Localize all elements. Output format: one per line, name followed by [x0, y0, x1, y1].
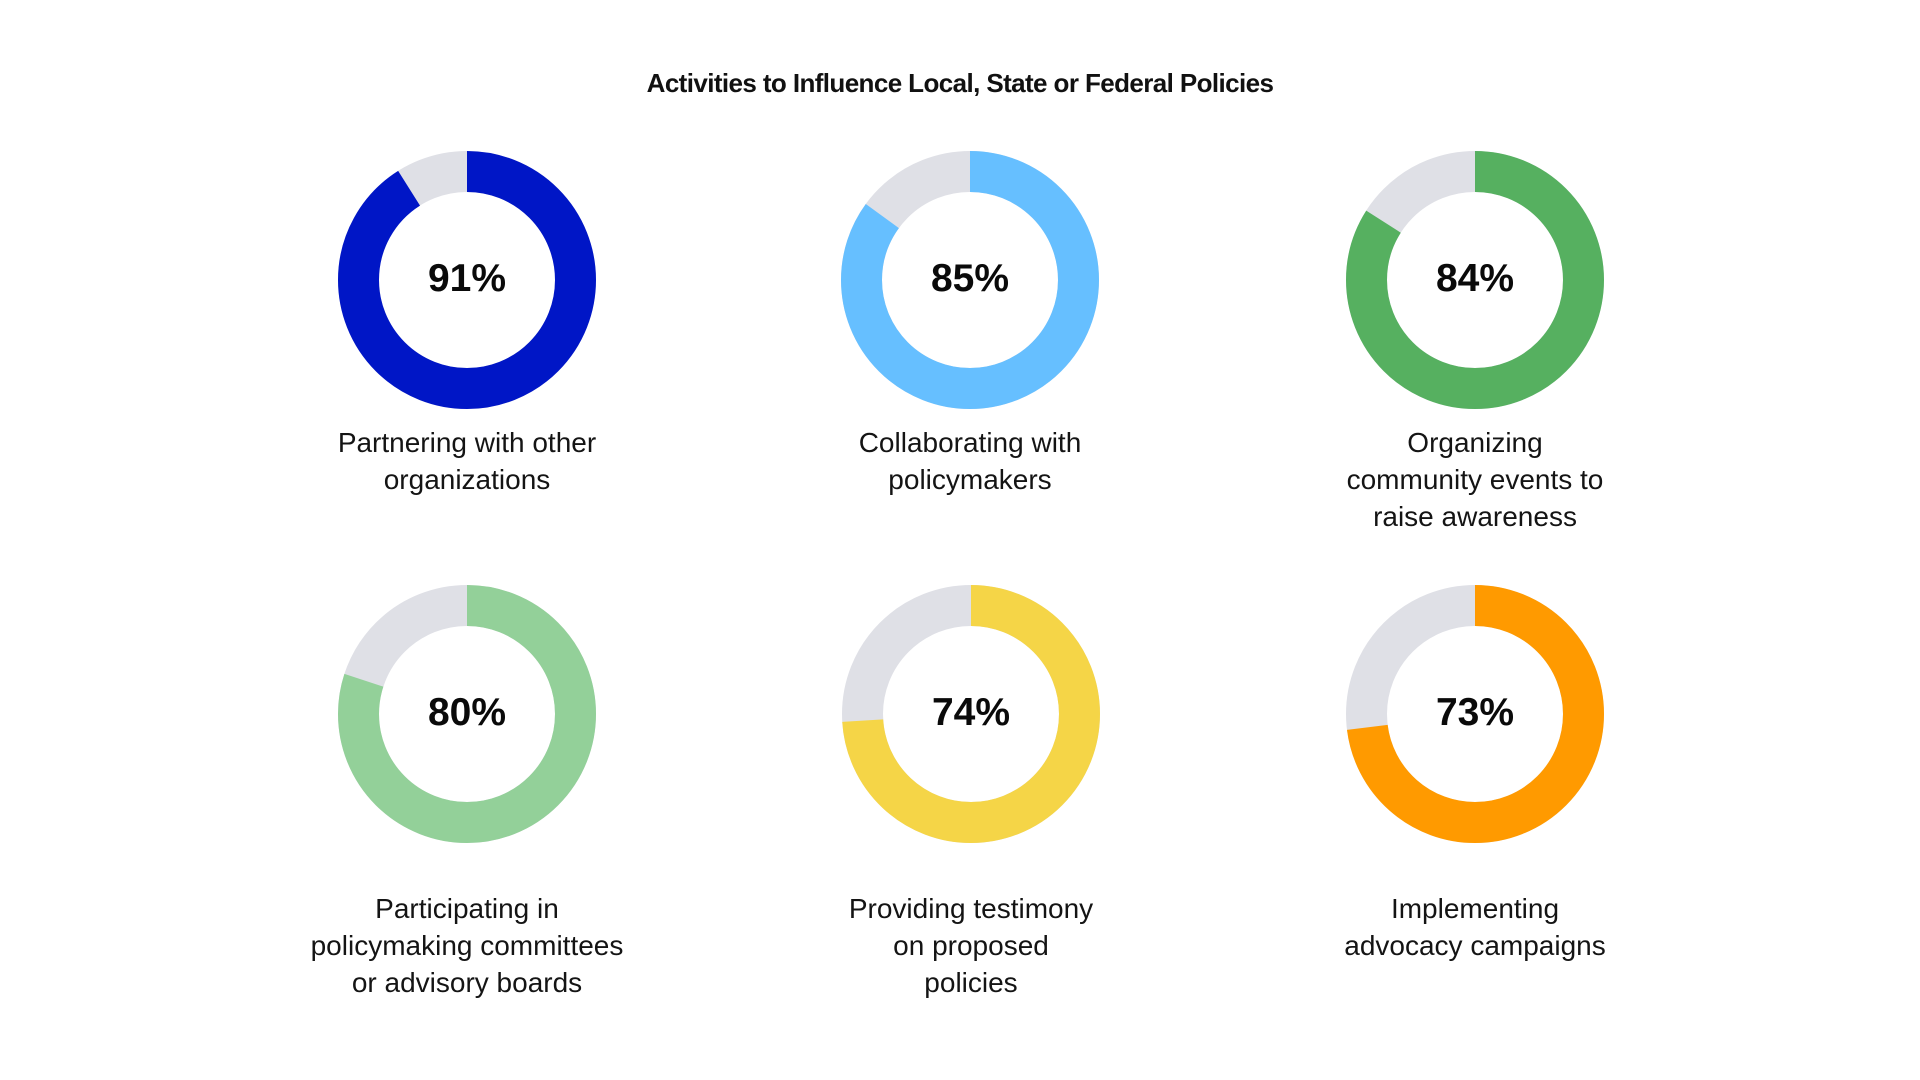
donut-ring [338, 151, 596, 409]
donut-ring [841, 151, 1099, 409]
donut-value: 84% [1435, 257, 1515, 300]
donut-ring [1346, 585, 1604, 843]
donut-label: Implementing advocacy campaigns [1344, 893, 1606, 961]
donut-label: Collaborating with policymakers [858, 427, 1082, 495]
donut-value: 91% [427, 257, 507, 300]
donut-label: Providing testimony on proposed policies [848, 893, 1094, 998]
donut-label: Organizing community events to raise awa… [1346, 427, 1604, 532]
donut-value: 85% [930, 257, 1010, 300]
donut-ring [1346, 151, 1604, 409]
donut-ring [842, 585, 1100, 843]
donut-label: Participating in policymaking committees… [310, 893, 624, 998]
donut-ring [338, 585, 596, 843]
chart-title: Activities to Influence Local, State or … [646, 68, 1274, 98]
donut-value: 74% [931, 691, 1011, 734]
donut-value: 80% [427, 691, 507, 734]
donut-label: Partnering with other organizations [337, 427, 597, 495]
donut-value: 73% [1435, 691, 1515, 734]
